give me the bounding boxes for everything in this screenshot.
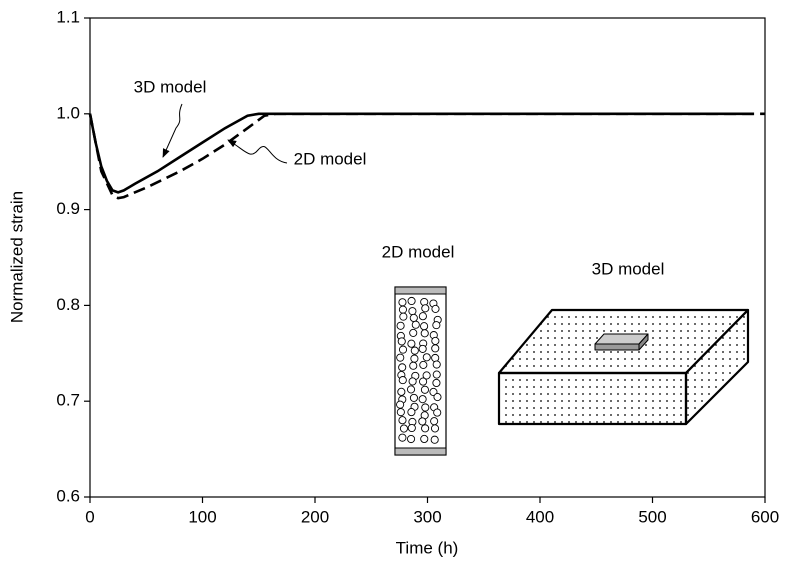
particle xyxy=(418,312,427,321)
x-tick-label: 500 xyxy=(638,507,666,526)
y-axis-label: Normalized strain xyxy=(7,191,26,323)
particle xyxy=(420,385,429,394)
particle xyxy=(398,305,407,314)
particle xyxy=(398,376,407,385)
inset-label: 3D model xyxy=(592,259,665,278)
particle xyxy=(399,312,408,321)
particle xyxy=(421,304,430,313)
particle xyxy=(418,395,427,404)
particle xyxy=(408,377,417,386)
particle xyxy=(409,328,418,337)
particle xyxy=(398,298,407,307)
particle xyxy=(431,353,440,363)
particle xyxy=(421,403,430,412)
particle xyxy=(420,434,429,444)
callout-arrow xyxy=(227,139,288,164)
particle xyxy=(396,321,405,330)
particle xyxy=(421,424,430,433)
particle xyxy=(406,385,416,394)
particle xyxy=(430,417,439,426)
particle xyxy=(431,304,440,313)
particle xyxy=(418,417,427,426)
particle xyxy=(419,377,428,386)
particle xyxy=(422,371,431,380)
particle xyxy=(410,346,419,355)
particle xyxy=(396,400,405,409)
x-tick-label: 300 xyxy=(413,507,441,526)
particle xyxy=(420,322,429,331)
particle xyxy=(407,296,416,306)
x-tick-label: 0 xyxy=(85,507,94,526)
particle xyxy=(420,329,429,338)
x-tick-label: 600 xyxy=(751,507,779,526)
series-line xyxy=(88,112,765,200)
particle xyxy=(431,336,440,345)
particle xyxy=(432,360,441,369)
particle xyxy=(398,363,407,372)
particle xyxy=(410,354,419,363)
y-tick-label: 0.9 xyxy=(56,199,80,218)
y-tick-label: 0.7 xyxy=(56,391,80,410)
curve-label: 2D model xyxy=(294,149,367,168)
particle xyxy=(430,435,439,444)
inset-label: 2D model xyxy=(382,242,455,261)
y-tick-label: 0.6 xyxy=(56,486,80,505)
particle xyxy=(409,361,418,370)
particle xyxy=(433,393,442,402)
particle xyxy=(422,353,431,362)
particle xyxy=(409,313,418,322)
y-tick-label: 0.8 xyxy=(56,295,80,314)
particle xyxy=(399,424,409,433)
x-tick-label: 200 xyxy=(301,507,329,526)
x-tick-label: 400 xyxy=(526,507,554,526)
inset-3d-model xyxy=(497,308,750,426)
inset-2d-model xyxy=(394,286,447,456)
particle xyxy=(431,344,440,353)
particle xyxy=(397,387,406,396)
particle xyxy=(432,378,441,387)
particle xyxy=(419,360,428,369)
particle xyxy=(398,345,408,354)
particle xyxy=(407,339,416,348)
x-axis-label: Time (h) xyxy=(396,538,459,557)
particle xyxy=(430,424,440,433)
x-tick-label: 100 xyxy=(188,507,216,526)
series-line xyxy=(88,112,754,194)
particle xyxy=(407,423,416,433)
particle xyxy=(396,408,405,417)
particle xyxy=(411,320,420,329)
particle xyxy=(432,370,441,379)
particle xyxy=(432,321,441,330)
particle xyxy=(433,408,442,417)
particle xyxy=(397,337,406,346)
callout-arrow xyxy=(162,103,183,158)
particle xyxy=(409,393,418,402)
particle xyxy=(406,434,416,444)
particle xyxy=(408,307,417,316)
particle xyxy=(418,344,427,353)
y-tick-label: 1.1 xyxy=(56,7,80,26)
particle xyxy=(398,433,407,442)
particle xyxy=(407,408,416,417)
y-tick-label: 1.0 xyxy=(56,103,80,122)
curve-label: 3D model xyxy=(134,77,207,96)
particle xyxy=(396,353,405,362)
particle xyxy=(398,416,407,425)
